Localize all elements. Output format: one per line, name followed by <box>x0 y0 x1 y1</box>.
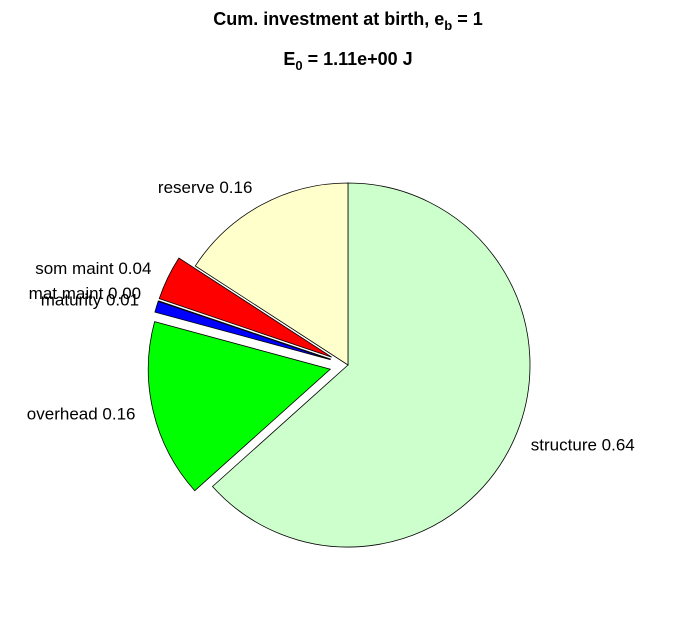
slice-label-name: som maint <box>35 259 114 278</box>
subtitle-text: E <box>283 49 295 69</box>
slice-label: reserve 0.16 <box>158 179 253 198</box>
slice-label: som maint 0.04 <box>35 259 151 278</box>
title-text: Cum. investment at birth, e <box>213 9 444 29</box>
pie-slice <box>194 182 349 366</box>
slice-label: structure 0.64 <box>531 436 635 455</box>
slice-label: maturity 0.01 <box>41 291 139 310</box>
slice-label-name: maturity <box>41 291 102 310</box>
subtitle-subscript: 0 <box>295 58 302 73</box>
slice-label-value: 0.64 <box>602 436 635 455</box>
pie-slice <box>147 321 332 492</box>
slice-label: overhead 0.16 <box>27 405 136 424</box>
slice-label-value: 0.04 <box>118 259 151 278</box>
slice-label-name: structure <box>531 436 597 455</box>
slice-label-name: overhead <box>27 405 98 424</box>
slice-label-name: reserve <box>158 179 215 198</box>
title-subscript: b <box>444 18 452 33</box>
chart-subtitle: E0 = 1.11e+00 J <box>283 49 412 74</box>
pie-slice <box>158 257 332 358</box>
pie-slice <box>154 300 331 361</box>
chart-title: Cum. investment at birth, eb = 1 <box>213 9 483 34</box>
slice-label-value: 0.16 <box>219 179 252 198</box>
slice-label-value: 0.00 <box>108 284 141 303</box>
slice-label-value: 0.16 <box>102 405 135 424</box>
pie-slice <box>158 300 331 360</box>
title-suffix: = 1 <box>452 9 483 29</box>
slice-label-name: mat maint <box>29 284 104 303</box>
subtitle-suffix: = 1.11e+00 J <box>303 49 413 69</box>
pie-slice <box>211 182 531 548</box>
slice-label: mat maint 0.00 <box>29 284 141 303</box>
slice-label-value: 0.01 <box>106 291 139 310</box>
